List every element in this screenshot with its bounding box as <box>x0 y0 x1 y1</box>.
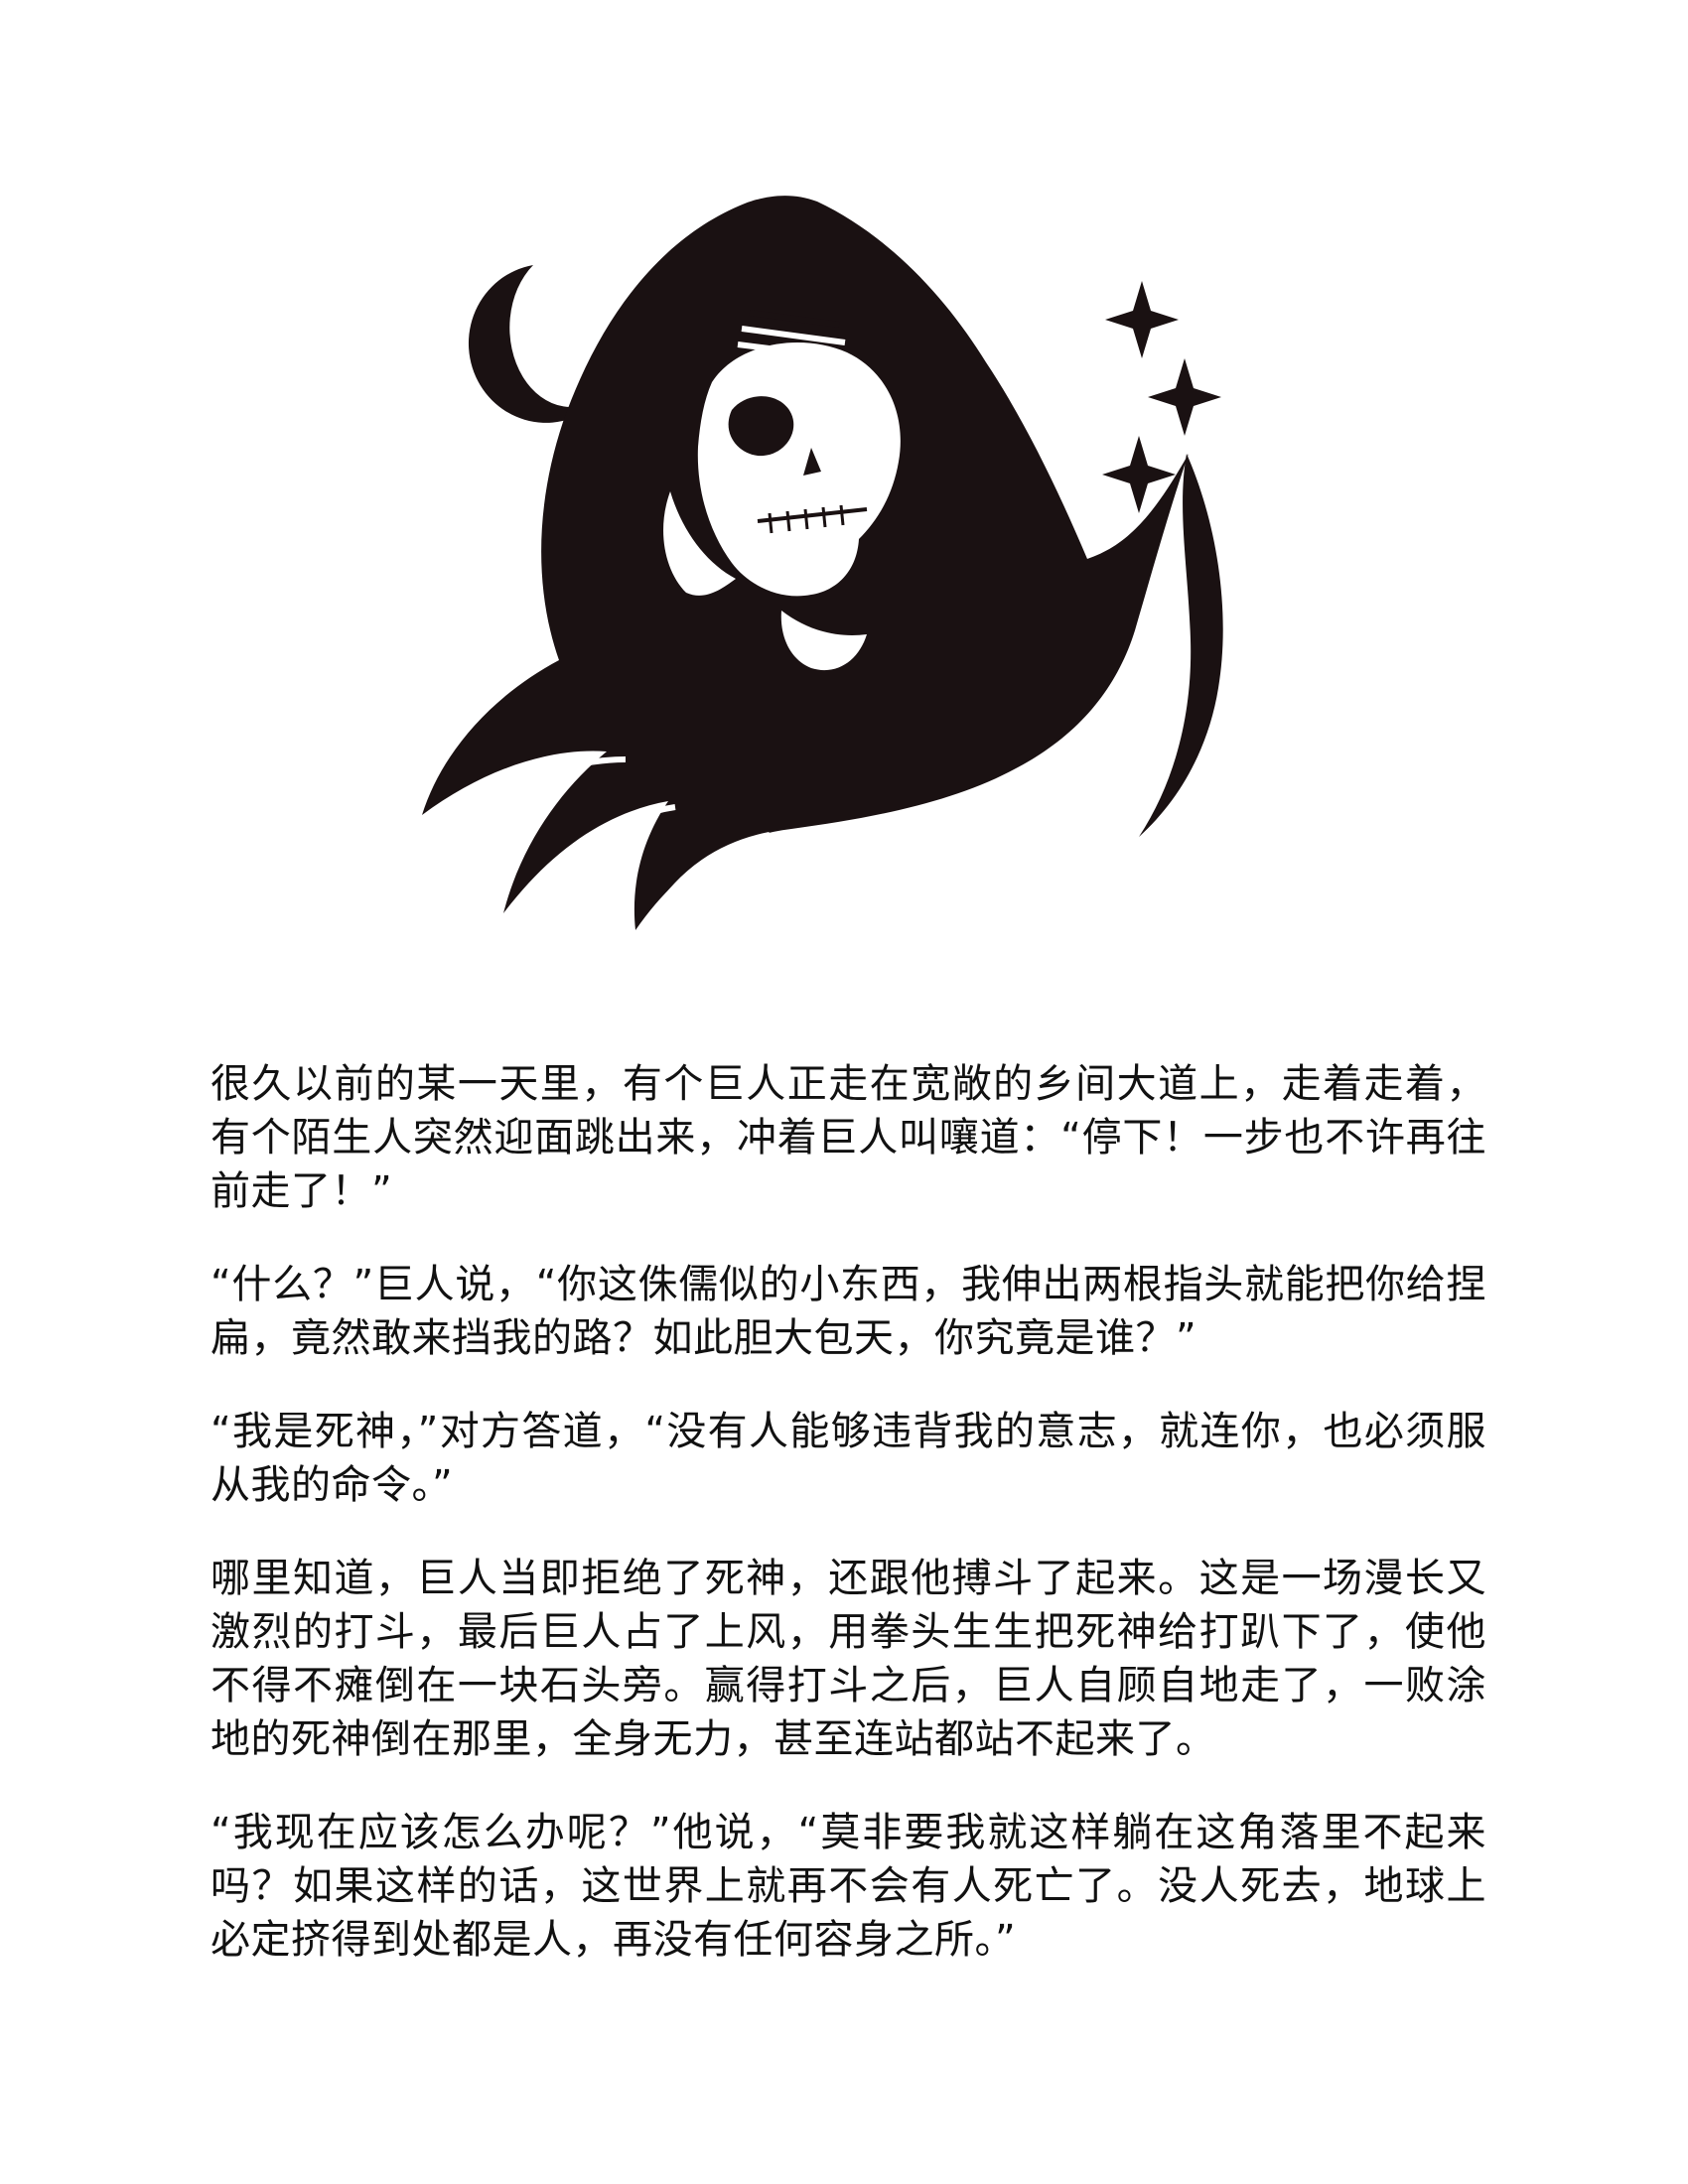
story-text: 很久以前的某一天里，有个巨人正走在宽敞的乡间大道上，走着走着，有个陌生人突然迎面… <box>211 1057 1486 2006</box>
star-icon <box>1148 358 1221 436</box>
paragraph: “什么？”巨人说，“你这侏儒似的小东西，我伸出两根指头就能把你给捏扁，竟然敢来挡… <box>211 1262 1486 1361</box>
paragraph: 很久以前的某一天里，有个巨人正走在宽敞的乡间大道上，走着走着，有个陌生人突然迎面… <box>211 1061 1486 1214</box>
grim-reaper-illustration <box>422 194 1266 1008</box>
star-icon <box>1102 436 1176 513</box>
crescent-moon-icon <box>468 265 609 423</box>
star-icon <box>1105 281 1179 358</box>
paragraph: 哪里知道，巨人当即拒绝了死神，还跟他搏斗了起来。这是一场漫长又激烈的打斗，最后巨… <box>211 1556 1486 1762</box>
paragraph: “我是死神，”对方答道，“没有人能够违背我的意志，就连你，也必须服从我的命令。” <box>211 1409 1486 1508</box>
grim-reaper-hood-skull-icon <box>422 196 1223 930</box>
paragraph: “我现在应该怎么办呢？”他说，“莫非要我就这样躺在这角落里不起来吗？如果这样的话… <box>211 1810 1486 1963</box>
